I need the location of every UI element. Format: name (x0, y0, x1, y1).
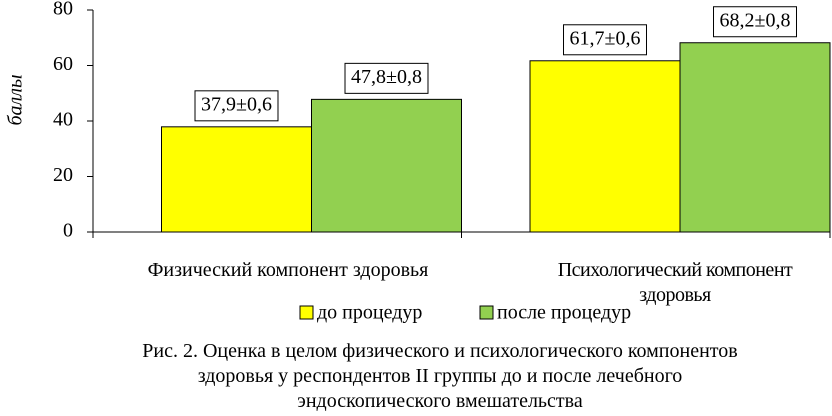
bar (529, 60, 681, 233)
caption: Рис. 2. Оценка в целом физического и пси… (142, 340, 738, 412)
legend-label: после процедур (497, 302, 631, 324)
legend-swatch (299, 305, 314, 320)
value-label: 47,8±0,8 (351, 66, 422, 88)
value-label: 37,9±0,6 (201, 93, 272, 115)
y-tick-label: 80 (53, 0, 73, 20)
y-tick-label: 60 (53, 53, 73, 75)
value-label: 61,7±0,6 (570, 27, 641, 49)
value-label-box (713, 6, 797, 38)
legend-label: до процедур (317, 302, 422, 324)
bar (679, 42, 831, 233)
x-tick-label: Физический компонент здоровья (147, 259, 429, 281)
bar (311, 98, 462, 233)
y-tick-label: 0 (63, 220, 73, 242)
value-label-box (194, 90, 279, 122)
value-label: 68,2±0,8 (720, 9, 791, 31)
value-label-box (344, 62, 429, 94)
y-tick-label: 20 (53, 164, 73, 186)
y-tick-label: 40 (53, 109, 73, 131)
bar (161, 126, 312, 233)
x-tick-label: Психологический компонент здоровья (557, 259, 793, 306)
y-axis-label: баллы (5, 74, 27, 125)
legend-swatch (479, 305, 494, 320)
value-label-box (563, 24, 647, 56)
